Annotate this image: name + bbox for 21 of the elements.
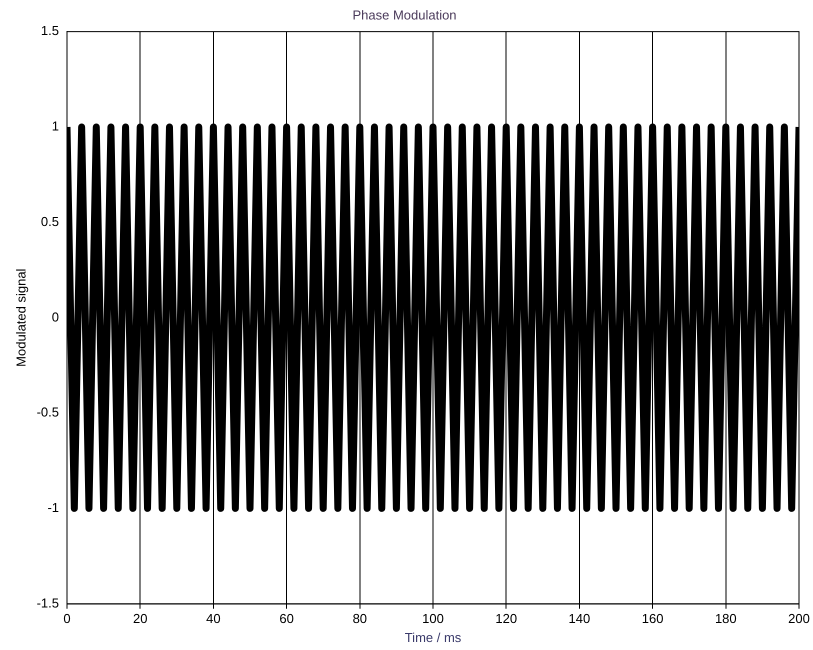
x-tick-label: 0 [63, 611, 71, 626]
y-tick-label: -1.5 [36, 595, 59, 610]
y-tick-label: 1.5 [40, 23, 59, 38]
y-tick-label: 0.5 [40, 214, 59, 229]
x-tick-label: 40 [206, 611, 221, 626]
chart-title: Phase Modulation [352, 7, 457, 22]
x-tick-label: 200 [788, 611, 810, 626]
x-tick-label: 120 [495, 611, 518, 626]
y-tick-label: 0 [52, 309, 59, 324]
x-tick-label: 160 [642, 611, 664, 626]
y-axis-title: Modulated signal [13, 268, 28, 367]
y-tick-label: -0.5 [36, 404, 59, 420]
x-tick-label: 100 [422, 611, 444, 626]
x-tick-label: 20 [132, 611, 148, 626]
x-axis-title: Time / ms [404, 630, 462, 645]
x-tick-label: 80 [352, 611, 368, 626]
y-tick-label: 1 [52, 118, 59, 134]
x-tick-label: 180 [714, 611, 737, 626]
x-tick-label: 140 [568, 611, 590, 626]
x-tick-label: 60 [279, 611, 294, 626]
y-tick-label: -1 [47, 500, 59, 516]
